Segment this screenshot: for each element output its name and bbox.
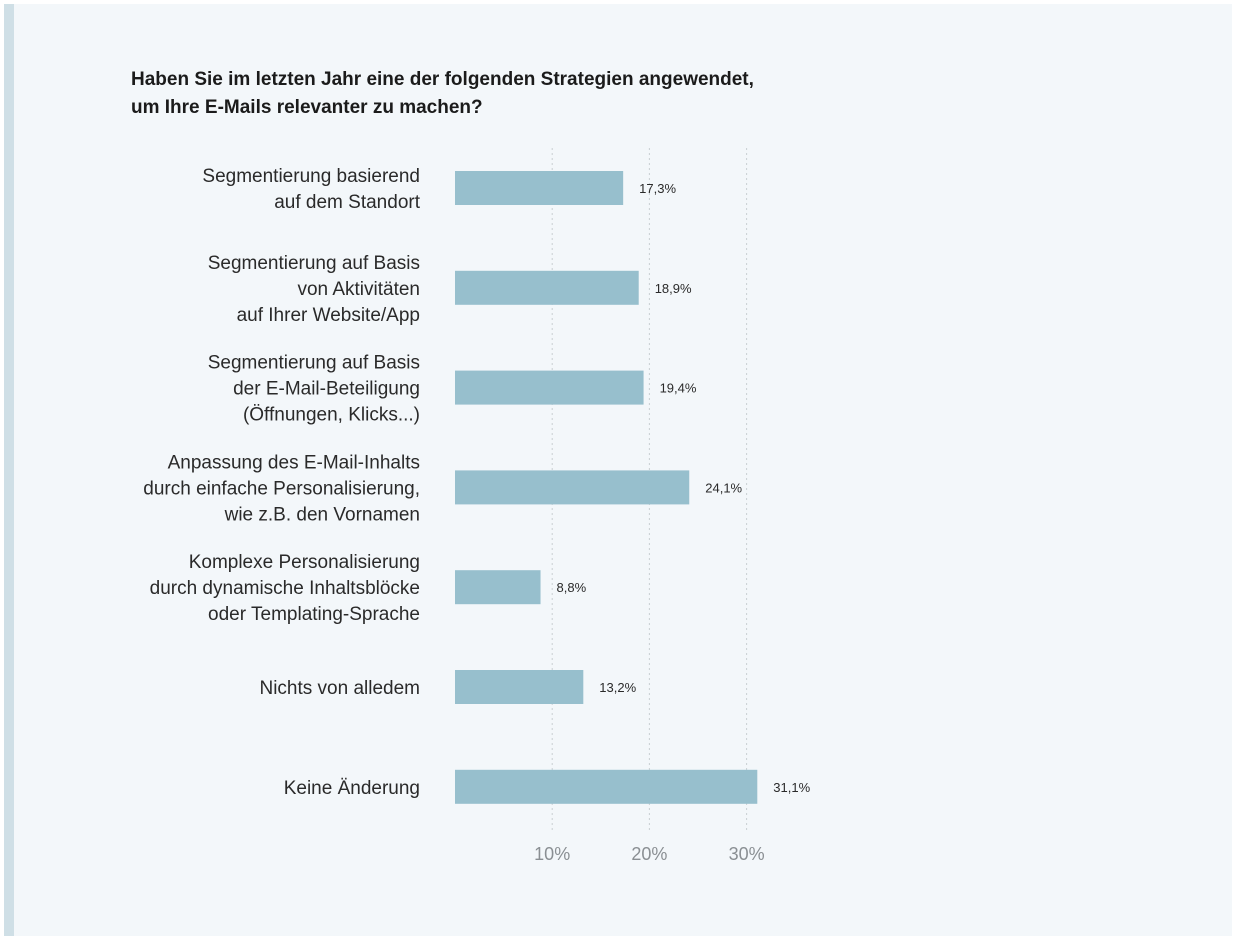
category-label-line: der E-Mail-Beteiligung [233, 379, 420, 400]
category-label: Segmentierung basierend auf dem Standort [202, 166, 420, 213]
category-label: Nichts von alledem [259, 678, 420, 699]
category-label-line: wie z.B. den Vornamen [224, 504, 420, 525]
category-label: Segmentierung auf Basis der E-Mail-Beteil… [208, 353, 420, 426]
category-label-line: Segmentierung auf Basis [208, 253, 420, 274]
x-tick-label: 20% [631, 844, 667, 864]
bar [455, 570, 541, 605]
bar-value-label: 19,4% [660, 381, 697, 396]
category-label-line: Komplexe Personalisierung [189, 552, 420, 573]
category-label: Keine Änderung [284, 778, 420, 799]
card-accent-bar [4, 4, 14, 936]
category-label: Anpassung des E-Mail-Inhalts durch einfac… [143, 452, 420, 525]
category-label: Segmentierung auf Basis von Aktivitäten au… [208, 253, 420, 326]
category-label: Komplexe Personalisierung durch dynamisch… [150, 552, 420, 625]
bar [455, 470, 690, 505]
bar [455, 769, 758, 804]
chart-title-line-1: Haben Sie im letzten Jahr eine der folge… [131, 69, 754, 90]
bar-value-label: 18,9% [655, 281, 692, 296]
category-label-line: Segmentierung auf Basis [208, 353, 420, 374]
category-label-line: von Aktivitäten [297, 279, 420, 300]
category-label-line: Nichts von alledem [259, 678, 420, 699]
chart-title: Haben Sie im letzten Jahr eine der folge… [131, 66, 831, 122]
bar-value-label: 31,1% [773, 780, 810, 795]
bar [455, 370, 644, 405]
category-label-line: auf dem Standort [274, 192, 420, 213]
bar-value-label: 24,1% [705, 480, 742, 495]
x-tick-label: 30% [729, 844, 765, 864]
category-label-line: durch einfache Personalisierung, [143, 478, 420, 499]
bar-value-label: 8,8% [557, 580, 587, 595]
chart-title-line-2: um Ihre E-Mails relevanter zu machen? [131, 97, 483, 118]
category-label-line: (Öffnungen, Klicks...) [243, 405, 420, 426]
bar [455, 270, 639, 305]
bar [455, 670, 584, 704]
category-label-line: Anpassung des E-Mail-Inhalts [168, 452, 420, 473]
bar-value-label: 17,3% [639, 181, 676, 196]
category-label-line: Segmentierung basierend [202, 166, 420, 187]
bar [455, 171, 624, 205]
category-label-line: Keine Änderung [284, 778, 420, 799]
category-label-line: durch dynamische Inhaltsblöcke [150, 578, 420, 599]
bar-value-label: 13,2% [599, 680, 636, 695]
category-label-line: oder Templating-Sprache [208, 604, 420, 625]
x-tick-label: 10% [534, 844, 570, 864]
category-label-line: auf Ihrer Website/App [237, 305, 420, 326]
